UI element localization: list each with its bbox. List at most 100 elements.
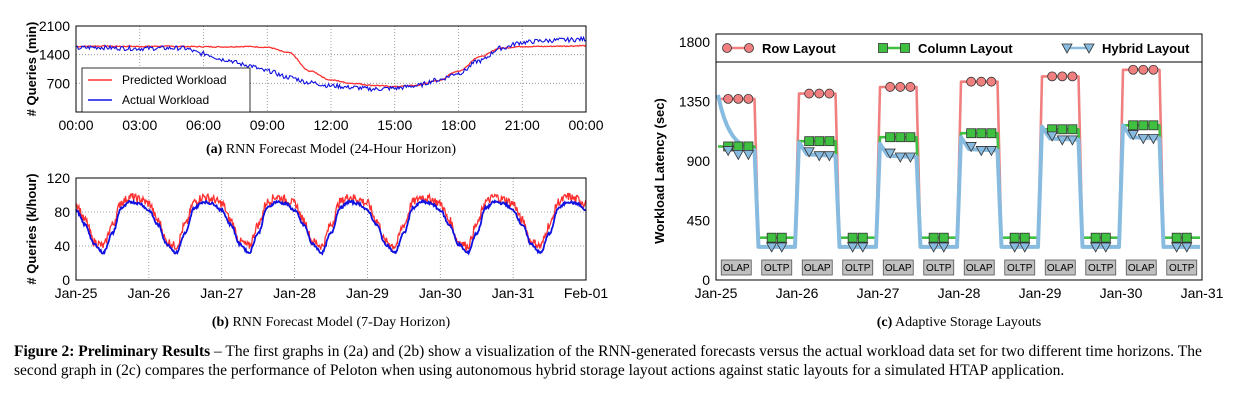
figure-caption: Figure 2: Preliminary Results – The firs… (14, 342, 1242, 380)
hybrid-marker (846, 242, 859, 253)
y-tick-label: 450 (687, 213, 711, 229)
hybrid-marker (742, 149, 755, 161)
y-tick-label: 700 (47, 75, 71, 91)
legend-marker (1083, 43, 1095, 54)
phase-label: OLTP (845, 263, 871, 274)
y-tick-label: 1400 (39, 47, 70, 63)
hybrid-marker (823, 151, 836, 162)
figure-canvas: 00:00 03:00 06:00 09:00 12:00 15:00 18:00 21:00… (24, 18, 1224, 330)
row-marker (905, 82, 916, 92)
x-tick-label: 06:00 (186, 117, 221, 133)
phase-box (882, 259, 914, 276)
subcaption-text: RNN Forecast Model (7-Day Horizon) (229, 315, 451, 330)
row-marker (895, 82, 906, 92)
column-marker (857, 232, 868, 243)
column-marker (1148, 120, 1159, 131)
series-line-actual (75, 198, 587, 256)
x-tick-label: Jan-31 (492, 285, 535, 301)
phase-label: OLAP (1047, 263, 1074, 274)
phase-box (1085, 259, 1117, 276)
subcaption-label: (a) (206, 142, 223, 157)
phase-box (761, 259, 793, 276)
phase-box (963, 259, 995, 276)
plot-frame (75, 177, 587, 281)
phase-box (923, 259, 955, 276)
phase-box (1125, 259, 1157, 276)
phase-label: OLAP (885, 263, 912, 274)
y-tick-label: 0 (62, 272, 70, 288)
legend-marker (900, 43, 910, 53)
hybrid-marker (965, 142, 977, 153)
panel-c: Jan-25 Jan-26 Jan-27 Jan-28 Jan-29 Jan-30 Jan-… (652, 33, 1224, 330)
hybrid-marker (1056, 135, 1068, 146)
panel-b: Jan-25 Jan-26 Jan-27 Jan-28 Jan-29 Jan-30 Jan-… (24, 170, 608, 330)
subcaption-label: (b) (212, 315, 229, 330)
phase-box (720, 259, 752, 276)
hybrid-marker (803, 147, 815, 158)
hybrid-marker (1147, 134, 1160, 145)
phase-label: OLAP (804, 263, 831, 274)
column-marker (938, 232, 949, 243)
legend-marker (878, 43, 888, 53)
column-marker (847, 232, 858, 243)
column-marker (928, 232, 939, 243)
x-tick-label: 18:00 (441, 117, 476, 133)
hybrid-marker (904, 152, 917, 163)
hybrid-marker (813, 151, 825, 162)
row-marker (804, 88, 815, 99)
y-axis-label: # Queries (min) (24, 22, 39, 117)
x-tick-label: Jan-26 (127, 285, 170, 301)
x-tick-label: Feb-01 (564, 285, 609, 301)
column-marker (1090, 232, 1101, 243)
hybrid-marker (765, 242, 778, 253)
y-tick-label: 0 (702, 272, 710, 288)
subcaption-text: Adaptive Storage Layouts (892, 315, 1041, 330)
legend: Predicted Workload Actual Workload (81, 67, 251, 113)
row-marker (1148, 64, 1159, 75)
phase-label: OLAP (723, 263, 750, 274)
series-line-predicted (75, 192, 587, 252)
row-marker (966, 76, 977, 87)
row-marker (824, 88, 835, 99)
column-marker (776, 232, 787, 243)
column-marker (804, 136, 815, 147)
series-line-actual (75, 35, 587, 93)
legend-label: Row Layout (762, 41, 836, 56)
hybrid-marker (1170, 242, 1183, 253)
y-tick-label: 1800 (679, 34, 710, 50)
column-marker (1138, 120, 1149, 131)
x-tick-label: 00:00 (568, 117, 603, 133)
x-tick-label: Jan-27 (200, 285, 243, 301)
hybrid-marker (732, 149, 744, 161)
column-marker (976, 128, 987, 139)
y-tick-label: 120 (47, 170, 71, 186)
x-tick-label: Jan-31 (1181, 285, 1224, 301)
x-tick-label: Jan-25 (695, 285, 738, 301)
phase-label: OLTP (1007, 263, 1033, 274)
column-marker (743, 141, 754, 152)
x-tick-label: 12:00 (313, 117, 348, 133)
row-marker (1047, 71, 1058, 82)
y-tick-label: 40 (54, 238, 70, 254)
x-tick-label: Jan-30 (1100, 285, 1143, 301)
row-marker (976, 76, 987, 87)
panel-a: 00:00 03:00 06:00 09:00 12:00 15:00 18:00 21:00… (24, 18, 604, 157)
column-marker (966, 128, 977, 139)
x-tick-label: Jan-28 (938, 285, 981, 301)
caption-label: Figure 2: Preliminary Results (14, 343, 211, 360)
row-marker (743, 93, 754, 104)
column-marker (814, 136, 825, 147)
hybrid-marker (722, 146, 734, 157)
x-tick-label: Jan-27 (857, 285, 900, 301)
column-marker (1009, 232, 1020, 243)
hybrid-marker (1046, 131, 1058, 142)
x-tick-label: 09:00 (250, 117, 285, 133)
phase-label: OLAP (1128, 263, 1155, 274)
hybrid-marker (1008, 242, 1021, 253)
y-tick-label: 1350 (679, 94, 710, 110)
column-marker (1181, 232, 1192, 243)
x-tick-label: Jan-28 (273, 285, 316, 301)
x-tick-label: Jan-29 (1019, 285, 1062, 301)
column-marker (895, 132, 906, 143)
phase-label: OLTP (764, 263, 790, 274)
